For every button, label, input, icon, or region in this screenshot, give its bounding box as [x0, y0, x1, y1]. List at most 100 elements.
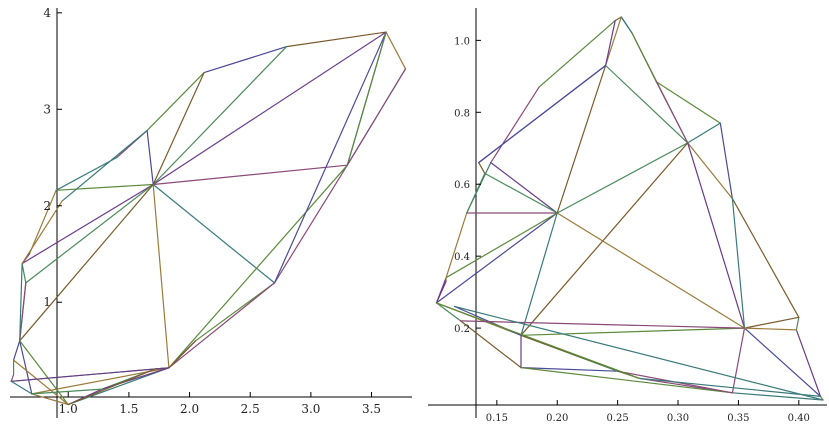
mesh-edge — [10, 380, 33, 395]
y-tick-label: 0.4 — [454, 252, 470, 263]
x-tick-label: 2.5 — [241, 402, 260, 416]
mesh-edge — [731, 198, 746, 329]
mesh-edge — [19, 263, 23, 342]
mesh-edge — [743, 316, 800, 329]
mesh-edge — [21, 263, 27, 284]
mesh-edge — [19, 183, 154, 342]
mesh-edge — [655, 81, 721, 124]
mesh-edge — [490, 86, 540, 164]
mesh-edge — [286, 31, 387, 48]
mesh-edge — [556, 142, 689, 214]
mesh-edge — [445, 212, 558, 279]
mesh-edge — [13, 359, 69, 406]
mesh-edge — [454, 305, 824, 401]
x-tick-label: 1.5 — [119, 402, 138, 416]
mesh-edge — [203, 45, 288, 74]
mesh-edge — [55, 156, 118, 191]
mesh-edge — [168, 282, 276, 369]
mesh-edge — [445, 212, 468, 279]
mesh-edge — [435, 302, 462, 322]
mesh-edge — [604, 20, 616, 67]
x-tick-label: 1.0 — [59, 402, 78, 416]
mesh-edge — [556, 212, 746, 329]
mesh-edge — [620, 16, 633, 34]
x-tick-label: 0.40 — [788, 413, 810, 424]
x-tick-label: 3.5 — [362, 402, 381, 416]
mesh-edge — [604, 64, 689, 144]
mesh-edge — [731, 327, 746, 394]
mesh-edge — [21, 183, 154, 265]
mesh-edge — [168, 164, 348, 369]
mesh-edge — [743, 327, 798, 331]
y-tick-label: 1 — [43, 295, 51, 309]
mesh-edge — [743, 327, 822, 397]
x-tick-label: 0.25 — [606, 413, 628, 424]
mesh-edge — [67, 367, 170, 406]
mesh-edge — [31, 393, 69, 406]
mesh-edge — [273, 31, 387, 284]
x-tick-label: 0.35 — [727, 413, 749, 424]
mesh-edge — [638, 377, 822, 397]
plot-left: 1.0 1.5 2.0 2.5 3.0 3.5 1 2 3 4 — [10, 6, 412, 418]
mesh-edge — [346, 31, 387, 166]
mesh-edge — [273, 164, 348, 284]
mesh-edge — [25, 183, 154, 284]
mesh-edge — [10, 367, 170, 382]
mesh-edge — [19, 340, 69, 406]
mesh-edge — [31, 388, 103, 395]
y-tick-label: 0.2 — [454, 324, 470, 335]
mesh-edge — [152, 183, 276, 284]
mesh-edge — [795, 329, 822, 397]
mesh-edge — [687, 142, 734, 200]
mesh-edge — [19, 340, 33, 395]
mesh-edge — [795, 316, 800, 331]
mesh-edge — [478, 64, 607, 164]
mesh-edge — [55, 183, 154, 191]
y-tick-label: 2 — [43, 199, 51, 213]
mesh-edge — [152, 183, 170, 369]
mesh-edge — [21, 200, 63, 265]
mesh-edge — [168, 340, 197, 369]
mesh-edge — [484, 172, 558, 214]
mesh-edge — [687, 142, 746, 329]
y-tick-label: 0.8 — [454, 108, 470, 119]
mesh-edge — [556, 64, 607, 214]
x-tick-label: 0.20 — [546, 413, 568, 424]
mesh-edge — [478, 162, 486, 174]
mesh-edge — [460, 320, 522, 369]
mesh-edge — [435, 212, 558, 304]
mesh-edge — [520, 212, 558, 336]
mesh-edge — [655, 81, 689, 144]
mesh-edge — [152, 164, 348, 186]
mesh-edge — [520, 367, 734, 394]
mesh-edge — [146, 129, 154, 186]
mesh-edge — [490, 162, 558, 214]
mesh-edge — [687, 122, 721, 144]
mesh-edge — [61, 129, 148, 202]
mesh-edge — [28, 189, 57, 255]
mesh-edge — [538, 20, 616, 88]
y-tick-label: 0.6 — [454, 180, 470, 191]
mesh-edge — [19, 282, 27, 342]
mesh-edge — [520, 142, 689, 336]
y-tick-label: 3 — [43, 102, 51, 116]
mesh-edge — [385, 31, 407, 70]
mesh-edge — [10, 374, 15, 382]
mesh-edge — [152, 31, 387, 186]
x-tick-label: 2.0 — [180, 402, 199, 416]
mesh-edge — [146, 71, 205, 132]
mesh-edge — [719, 122, 734, 200]
mesh-edge — [67, 368, 157, 406]
mesh-edge — [604, 16, 622, 67]
mesh-edge — [731, 198, 800, 318]
mesh-edge — [435, 302, 641, 379]
mesh-edge — [731, 392, 824, 401]
x-tick-label: 0.30 — [667, 413, 689, 424]
x-tick-label: 3.0 — [301, 402, 320, 416]
mesh-edge — [152, 71, 205, 186]
mesh-edge — [466, 172, 486, 214]
mesh-edge — [195, 282, 276, 342]
mesh-edge — [152, 45, 288, 186]
mesh-edge — [13, 340, 21, 361]
mesh-edge — [460, 320, 746, 329]
